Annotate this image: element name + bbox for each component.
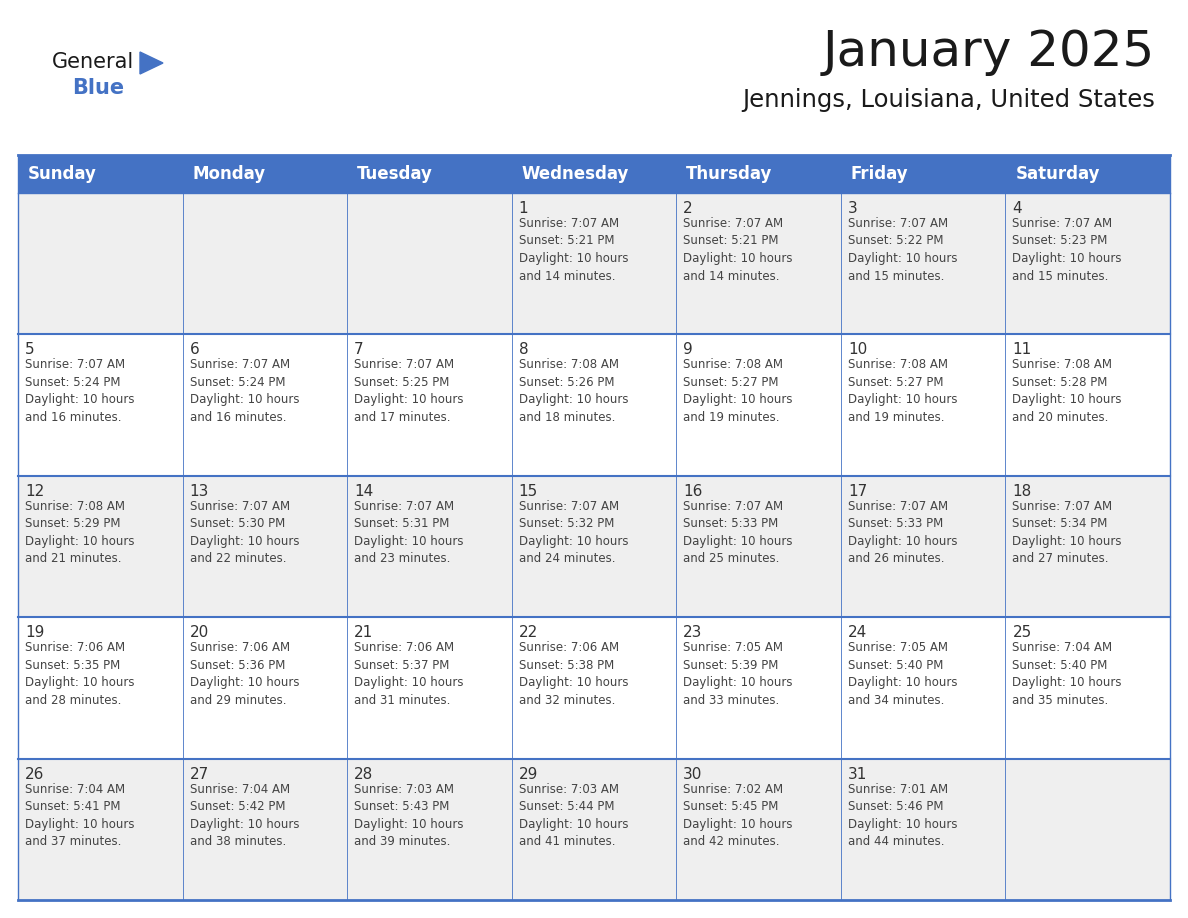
Bar [18, 155, 183, 193]
Text: Sunrise: 7:08 AM
Sunset: 5:26 PM
Daylight: 10 hours
and 18 minutes.: Sunrise: 7:08 AM Sunset: 5:26 PM Dayligh… [519, 358, 628, 424]
Text: Wednesday: Wednesday [522, 165, 628, 183]
Text: Sunrise: 7:07 AM
Sunset: 5:32 PM
Daylight: 10 hours
and 24 minutes.: Sunrise: 7:07 AM Sunset: 5:32 PM Dayligh… [519, 499, 628, 565]
Text: Sunrise: 7:06 AM
Sunset: 5:36 PM
Daylight: 10 hours
and 29 minutes.: Sunrise: 7:06 AM Sunset: 5:36 PM Dayligh… [190, 641, 299, 707]
Bar [18, 758, 1170, 900]
Text: Sunrise: 7:07 AM
Sunset: 5:21 PM
Daylight: 10 hours
and 14 minutes.: Sunrise: 7:07 AM Sunset: 5:21 PM Dayligh… [519, 217, 628, 283]
Text: 21: 21 [354, 625, 373, 640]
Text: 27: 27 [190, 767, 209, 781]
Text: Sunrise: 7:03 AM
Sunset: 5:43 PM
Daylight: 10 hours
and 39 minutes.: Sunrise: 7:03 AM Sunset: 5:43 PM Dayligh… [354, 783, 463, 848]
Text: Sunrise: 7:02 AM
Sunset: 5:45 PM
Daylight: 10 hours
and 42 minutes.: Sunrise: 7:02 AM Sunset: 5:45 PM Dayligh… [683, 783, 792, 848]
Text: Monday: Monday [192, 165, 266, 183]
Text: 28: 28 [354, 767, 373, 781]
Text: Sunrise: 7:07 AM
Sunset: 5:21 PM
Daylight: 10 hours
and 14 minutes.: Sunrise: 7:07 AM Sunset: 5:21 PM Dayligh… [683, 217, 792, 283]
Text: 31: 31 [848, 767, 867, 781]
Text: 24: 24 [848, 625, 867, 640]
Text: 2: 2 [683, 201, 693, 216]
Text: 13: 13 [190, 484, 209, 498]
Text: Sunrise: 7:05 AM
Sunset: 5:39 PM
Daylight: 10 hours
and 33 minutes.: Sunrise: 7:05 AM Sunset: 5:39 PM Dayligh… [683, 641, 792, 707]
Text: Jennings, Louisiana, United States: Jennings, Louisiana, United States [742, 88, 1155, 112]
Bar [18, 334, 1170, 476]
Text: Tuesday: Tuesday [358, 165, 432, 183]
Text: 9: 9 [683, 342, 693, 357]
Text: Blue: Blue [72, 78, 124, 98]
Text: January 2025: January 2025 [823, 28, 1155, 76]
Text: Sunrise: 7:07 AM
Sunset: 5:33 PM
Daylight: 10 hours
and 26 minutes.: Sunrise: 7:07 AM Sunset: 5:33 PM Dayligh… [848, 499, 958, 565]
Bar [1005, 155, 1170, 193]
Text: Sunrise: 7:07 AM
Sunset: 5:25 PM
Daylight: 10 hours
and 17 minutes.: Sunrise: 7:07 AM Sunset: 5:25 PM Dayligh… [354, 358, 463, 424]
Text: 16: 16 [683, 484, 702, 498]
Text: Sunrise: 7:08 AM
Sunset: 5:28 PM
Daylight: 10 hours
and 20 minutes.: Sunrise: 7:08 AM Sunset: 5:28 PM Dayligh… [1012, 358, 1121, 424]
Text: 11: 11 [1012, 342, 1031, 357]
Bar [18, 193, 1170, 334]
Text: 19: 19 [25, 625, 44, 640]
Text: 26: 26 [25, 767, 44, 781]
Text: Sunrise: 7:08 AM
Sunset: 5:27 PM
Daylight: 10 hours
and 19 minutes.: Sunrise: 7:08 AM Sunset: 5:27 PM Dayligh… [683, 358, 792, 424]
Bar [18, 476, 1170, 617]
Text: Sunrise: 7:07 AM
Sunset: 5:33 PM
Daylight: 10 hours
and 25 minutes.: Sunrise: 7:07 AM Sunset: 5:33 PM Dayligh… [683, 499, 792, 565]
Text: Sunrise: 7:07 AM
Sunset: 5:31 PM
Daylight: 10 hours
and 23 minutes.: Sunrise: 7:07 AM Sunset: 5:31 PM Dayligh… [354, 499, 463, 565]
Text: 25: 25 [1012, 625, 1031, 640]
Text: Sunrise: 7:08 AM
Sunset: 5:29 PM
Daylight: 10 hours
and 21 minutes.: Sunrise: 7:08 AM Sunset: 5:29 PM Dayligh… [25, 499, 134, 565]
Text: Sunrise: 7:07 AM
Sunset: 5:30 PM
Daylight: 10 hours
and 22 minutes.: Sunrise: 7:07 AM Sunset: 5:30 PM Dayligh… [190, 499, 299, 565]
Text: 4: 4 [1012, 201, 1022, 216]
Text: 30: 30 [683, 767, 702, 781]
Text: Thursday: Thursday [687, 165, 772, 183]
Text: 5: 5 [25, 342, 34, 357]
Text: Sunrise: 7:04 AM
Sunset: 5:42 PM
Daylight: 10 hours
and 38 minutes.: Sunrise: 7:04 AM Sunset: 5:42 PM Dayligh… [190, 783, 299, 848]
Text: Saturday: Saturday [1016, 165, 1100, 183]
Text: Sunrise: 7:07 AM
Sunset: 5:34 PM
Daylight: 10 hours
and 27 minutes.: Sunrise: 7:07 AM Sunset: 5:34 PM Dayligh… [1012, 499, 1121, 565]
Text: 10: 10 [848, 342, 867, 357]
Bar [676, 155, 841, 193]
Text: Sunrise: 7:04 AM
Sunset: 5:41 PM
Daylight: 10 hours
and 37 minutes.: Sunrise: 7:04 AM Sunset: 5:41 PM Dayligh… [25, 783, 134, 848]
Bar [347, 155, 512, 193]
Text: Sunrise: 7:01 AM
Sunset: 5:46 PM
Daylight: 10 hours
and 44 minutes.: Sunrise: 7:01 AM Sunset: 5:46 PM Dayligh… [848, 783, 958, 848]
Text: 15: 15 [519, 484, 538, 498]
Text: 12: 12 [25, 484, 44, 498]
Text: Sunrise: 7:07 AM
Sunset: 5:24 PM
Daylight: 10 hours
and 16 minutes.: Sunrise: 7:07 AM Sunset: 5:24 PM Dayligh… [190, 358, 299, 424]
Text: 23: 23 [683, 625, 702, 640]
Text: Sunday: Sunday [27, 165, 96, 183]
Text: 14: 14 [354, 484, 373, 498]
Bar [841, 155, 1005, 193]
Polygon shape [140, 52, 163, 74]
Text: 20: 20 [190, 625, 209, 640]
Text: Sunrise: 7:08 AM
Sunset: 5:27 PM
Daylight: 10 hours
and 19 minutes.: Sunrise: 7:08 AM Sunset: 5:27 PM Dayligh… [848, 358, 958, 424]
Text: 1: 1 [519, 201, 529, 216]
Bar [183, 155, 347, 193]
Text: 8: 8 [519, 342, 529, 357]
Text: General: General [52, 52, 134, 72]
Text: Sunrise: 7:07 AM
Sunset: 5:23 PM
Daylight: 10 hours
and 15 minutes.: Sunrise: 7:07 AM Sunset: 5:23 PM Dayligh… [1012, 217, 1121, 283]
Bar [512, 155, 676, 193]
Text: 18: 18 [1012, 484, 1031, 498]
Text: 22: 22 [519, 625, 538, 640]
Text: 3: 3 [848, 201, 858, 216]
Text: 6: 6 [190, 342, 200, 357]
Text: Sunrise: 7:04 AM
Sunset: 5:40 PM
Daylight: 10 hours
and 35 minutes.: Sunrise: 7:04 AM Sunset: 5:40 PM Dayligh… [1012, 641, 1121, 707]
Text: Sunrise: 7:05 AM
Sunset: 5:40 PM
Daylight: 10 hours
and 34 minutes.: Sunrise: 7:05 AM Sunset: 5:40 PM Dayligh… [848, 641, 958, 707]
Text: 29: 29 [519, 767, 538, 781]
Bar [18, 617, 1170, 758]
Text: Friday: Friday [851, 165, 909, 183]
Text: 17: 17 [848, 484, 867, 498]
Text: 7: 7 [354, 342, 364, 357]
Text: Sunrise: 7:06 AM
Sunset: 5:35 PM
Daylight: 10 hours
and 28 minutes.: Sunrise: 7:06 AM Sunset: 5:35 PM Dayligh… [25, 641, 134, 707]
Text: Sunrise: 7:07 AM
Sunset: 5:22 PM
Daylight: 10 hours
and 15 minutes.: Sunrise: 7:07 AM Sunset: 5:22 PM Dayligh… [848, 217, 958, 283]
Text: Sunrise: 7:03 AM
Sunset: 5:44 PM
Daylight: 10 hours
and 41 minutes.: Sunrise: 7:03 AM Sunset: 5:44 PM Dayligh… [519, 783, 628, 848]
Text: Sunrise: 7:06 AM
Sunset: 5:37 PM
Daylight: 10 hours
and 31 minutes.: Sunrise: 7:06 AM Sunset: 5:37 PM Dayligh… [354, 641, 463, 707]
Text: Sunrise: 7:07 AM
Sunset: 5:24 PM
Daylight: 10 hours
and 16 minutes.: Sunrise: 7:07 AM Sunset: 5:24 PM Dayligh… [25, 358, 134, 424]
Text: Sunrise: 7:06 AM
Sunset: 5:38 PM
Daylight: 10 hours
and 32 minutes.: Sunrise: 7:06 AM Sunset: 5:38 PM Dayligh… [519, 641, 628, 707]
